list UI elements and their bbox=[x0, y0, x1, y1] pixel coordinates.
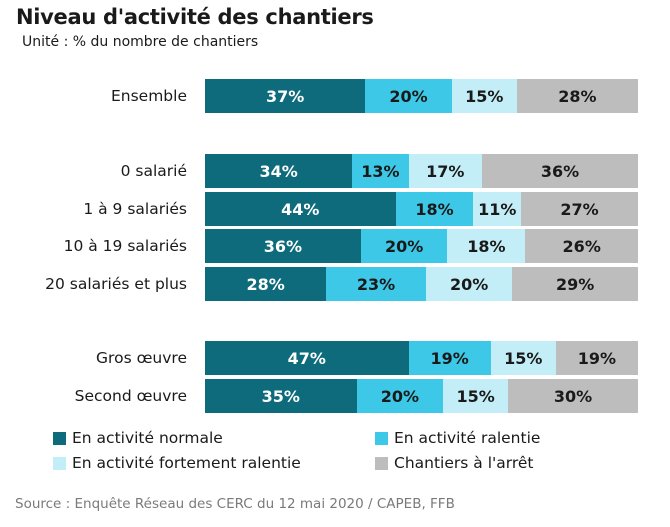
data-label: 23% bbox=[356, 274, 396, 294]
category-label: 1 à 9 salariés bbox=[83, 200, 187, 218]
bar-segment: 37% bbox=[205, 79, 366, 113]
category-label: 0 salarié bbox=[120, 162, 187, 180]
legend-item: En activité ralentie bbox=[375, 429, 540, 447]
bar-row: 28% 23% 20% 29% bbox=[205, 267, 638, 301]
bar-segment: 35% bbox=[205, 379, 357, 413]
data-label: 26% bbox=[562, 236, 601, 256]
bar-segment: 15% bbox=[443, 379, 509, 413]
data-label: 15% bbox=[465, 86, 504, 106]
bar-segment: 23% bbox=[326, 267, 426, 301]
category-label: Second œuvre bbox=[74, 387, 187, 405]
data-label: 15% bbox=[456, 386, 495, 406]
bar-segment: 28% bbox=[205, 267, 327, 301]
data-label: 30% bbox=[553, 386, 593, 406]
bar-segment: 20% bbox=[360, 229, 448, 263]
data-label: 15% bbox=[504, 348, 543, 368]
bar-segment: 13% bbox=[352, 154, 409, 188]
source-note: Source : Enquête Réseau des CERC du 12 m… bbox=[15, 496, 455, 512]
bar-row: 47% 19% 15% 19% bbox=[205, 341, 638, 375]
category-label: Ensemble bbox=[110, 87, 187, 105]
legend-item: En activité fortement ralentie bbox=[53, 454, 301, 472]
data-label: 28% bbox=[558, 86, 597, 106]
legend-swatch bbox=[53, 456, 66, 470]
bar-segment: 17% bbox=[408, 154, 483, 188]
bar-row: 36% 20% 18% 26% bbox=[205, 229, 638, 263]
chart-title: Niveau d'activité des chantiers bbox=[16, 5, 374, 29]
data-label: 37% bbox=[265, 86, 305, 106]
bar-segment: 11% bbox=[473, 192, 522, 226]
bar-segment: 20% bbox=[356, 379, 444, 413]
bar-segment: 20% bbox=[425, 267, 513, 301]
legend-swatch bbox=[375, 456, 388, 470]
data-label: 20% bbox=[385, 236, 424, 256]
bar-segment: 26% bbox=[525, 229, 638, 263]
data-label: 36% bbox=[263, 236, 303, 256]
data-label: 34% bbox=[259, 161, 298, 181]
bar-row: 35% 20% 15% 30% bbox=[205, 379, 638, 413]
bar-segment: 36% bbox=[205, 229, 361, 263]
legend-label: En activité normale bbox=[72, 429, 223, 447]
bar-segment: 30% bbox=[508, 379, 638, 413]
bar-segment: 34% bbox=[205, 154, 353, 188]
bar-segment: 20% bbox=[365, 79, 452, 113]
legend-label: En activité fortement ralentie bbox=[72, 454, 301, 472]
data-label: 18% bbox=[415, 199, 454, 219]
legend-label: En activité ralentie bbox=[394, 429, 541, 447]
data-label: 36% bbox=[540, 161, 580, 181]
bar-segment: 47% bbox=[205, 341, 409, 375]
bar-segment: 15% bbox=[490, 341, 556, 375]
category-label: 20 salariés et plus bbox=[45, 275, 187, 293]
data-label: 20% bbox=[389, 86, 428, 106]
data-label: 20% bbox=[380, 386, 419, 406]
bar-segment: 36% bbox=[482, 154, 638, 188]
bar-segment: 15% bbox=[451, 79, 517, 113]
bar-segment: 44% bbox=[205, 192, 396, 226]
data-label: 44% bbox=[281, 199, 320, 219]
chart-subtitle: Unité : % du nombre de chantiers bbox=[22, 34, 259, 50]
legend-swatch bbox=[53, 431, 66, 445]
bar-segment: 29% bbox=[512, 267, 638, 301]
data-label: 27% bbox=[560, 199, 599, 219]
data-label: 20% bbox=[449, 274, 489, 294]
bar-row: 37% 20% 15% 28% bbox=[205, 79, 638, 113]
data-label: 35% bbox=[261, 386, 300, 406]
data-label: 29% bbox=[556, 274, 595, 294]
bar-row: 34% 13% 17% 36% bbox=[205, 154, 638, 188]
bar-segment: 28% bbox=[516, 79, 638, 113]
data-label: 19% bbox=[430, 348, 469, 368]
data-label: 47% bbox=[287, 348, 326, 368]
data-label: 13% bbox=[361, 161, 400, 181]
data-label: 18% bbox=[467, 236, 506, 256]
data-label: 17% bbox=[426, 161, 465, 181]
legend-swatch bbox=[375, 431, 388, 445]
bar-row: 44% 18% 11% 27% bbox=[205, 192, 638, 226]
bar-segment: 18% bbox=[395, 192, 474, 226]
legend-item: En activité normale bbox=[53, 429, 223, 447]
bar-segment: 19% bbox=[408, 341, 491, 375]
bar-segment: 19% bbox=[555, 341, 638, 375]
bar-segment: 27% bbox=[521, 192, 638, 226]
legend-label: Chantiers à l'arrêt bbox=[394, 454, 534, 472]
category-label: Gros œuvre bbox=[96, 349, 187, 367]
legend-item: Chantiers à l'arrêt bbox=[375, 454, 534, 472]
data-label: 19% bbox=[577, 348, 616, 368]
data-label: 11% bbox=[478, 199, 517, 219]
category-label: 10 à 19 salariés bbox=[63, 237, 187, 255]
data-label: 28% bbox=[246, 274, 285, 294]
bar-segment: 18% bbox=[447, 229, 526, 263]
